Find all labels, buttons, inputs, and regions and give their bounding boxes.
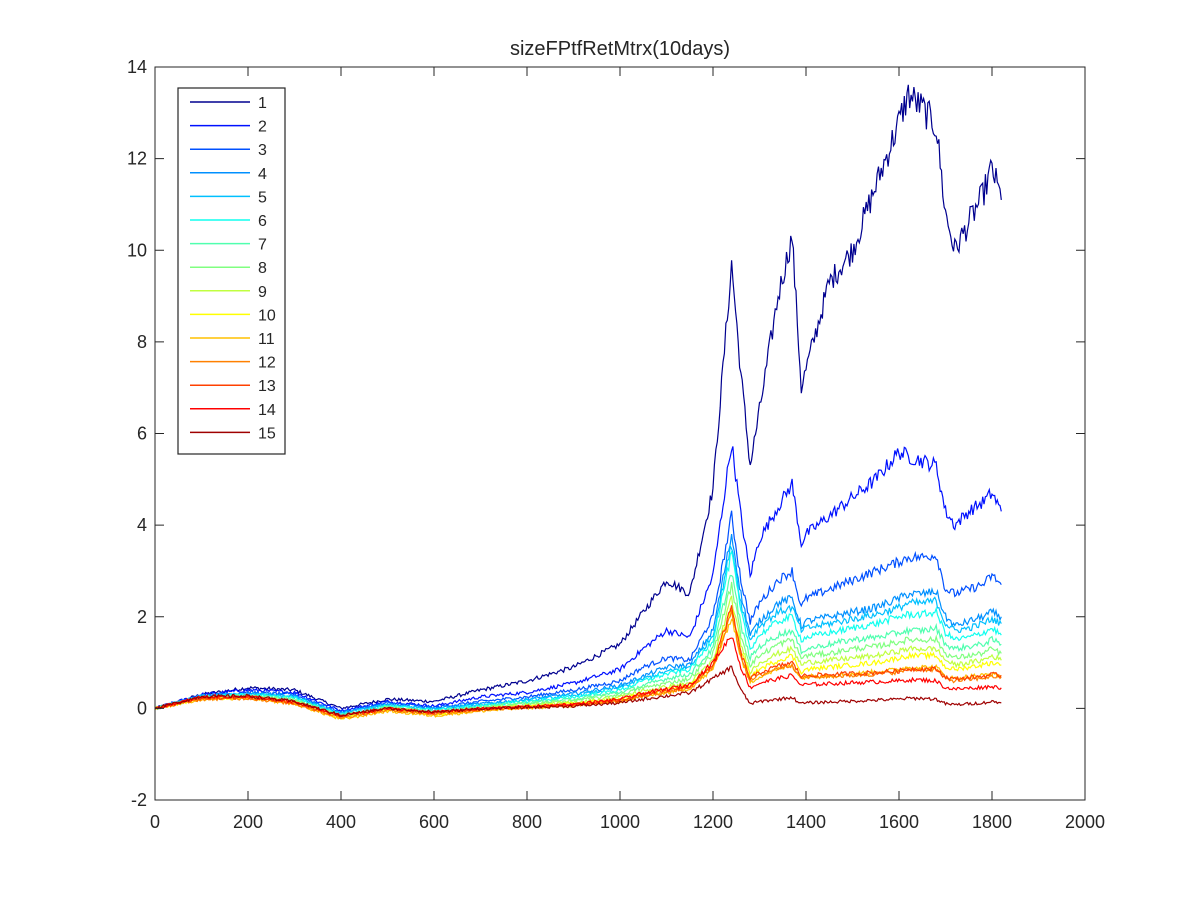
x-tick-label: 2000 xyxy=(1065,812,1105,832)
x-tick-label: 1600 xyxy=(879,812,919,832)
axes-layer: 0 200 400 600 800 1000 1200 1400 1600 1800 2000-20… xyxy=(127,57,1105,832)
x-tick-label: 0 xyxy=(150,812,160,832)
series-line-6 xyxy=(154,550,1002,716)
legend-label-15: 15 xyxy=(258,425,276,442)
y-tick-label: 6 xyxy=(137,424,147,444)
legend-label-5: 5 xyxy=(258,189,267,206)
legend-label-4: 4 xyxy=(258,166,267,183)
x-tick-label: 1800 xyxy=(972,812,1012,832)
y-tick-label: 10 xyxy=(127,240,147,260)
x-tick-label: 1400 xyxy=(786,812,826,832)
series-line-3 xyxy=(154,510,1002,714)
x-tick-label: 600 xyxy=(419,812,449,832)
legend-label-7: 7 xyxy=(258,237,267,254)
y-tick-label: 12 xyxy=(127,149,147,169)
legend-label-11: 11 xyxy=(258,331,275,348)
x-tick-label: 800 xyxy=(512,812,542,832)
legend-label-6: 6 xyxy=(258,213,267,230)
y-tick-label: -2 xyxy=(131,790,147,810)
y-tick-label: 14 xyxy=(127,57,147,77)
legend-label-2: 2 xyxy=(258,119,267,136)
x-tick-label: 1000 xyxy=(600,812,640,832)
series-line-1 xyxy=(154,84,1002,710)
series-line-14 xyxy=(155,637,1002,717)
y-tick-label: 2 xyxy=(137,607,147,627)
legend-label-3: 3 xyxy=(258,142,267,159)
series-layer xyxy=(154,84,1002,720)
legend-label-14: 14 xyxy=(258,402,276,419)
legend-label-1: 1 xyxy=(258,95,267,112)
y-tick-label: 0 xyxy=(137,698,147,718)
series-line-2 xyxy=(154,446,1002,714)
series-line-8 xyxy=(154,581,1002,718)
legend-label-13: 13 xyxy=(258,378,276,395)
legend-label-12: 12 xyxy=(258,355,276,372)
legend-label-8: 8 xyxy=(258,260,267,277)
y-tick-label: 8 xyxy=(137,332,147,352)
series-line-15 xyxy=(154,665,1002,717)
x-tick-label: 200 xyxy=(233,812,263,832)
legend-box xyxy=(177,87,286,455)
legend-label-9: 9 xyxy=(258,284,267,301)
x-tick-label: 400 xyxy=(326,812,356,832)
x-tick-label: 1200 xyxy=(693,812,733,832)
legend-label-10: 10 xyxy=(258,307,276,324)
chart-title: sizeFPtfRetMtrx(10days) xyxy=(510,38,730,60)
y-tick-label: 4 xyxy=(137,515,147,535)
